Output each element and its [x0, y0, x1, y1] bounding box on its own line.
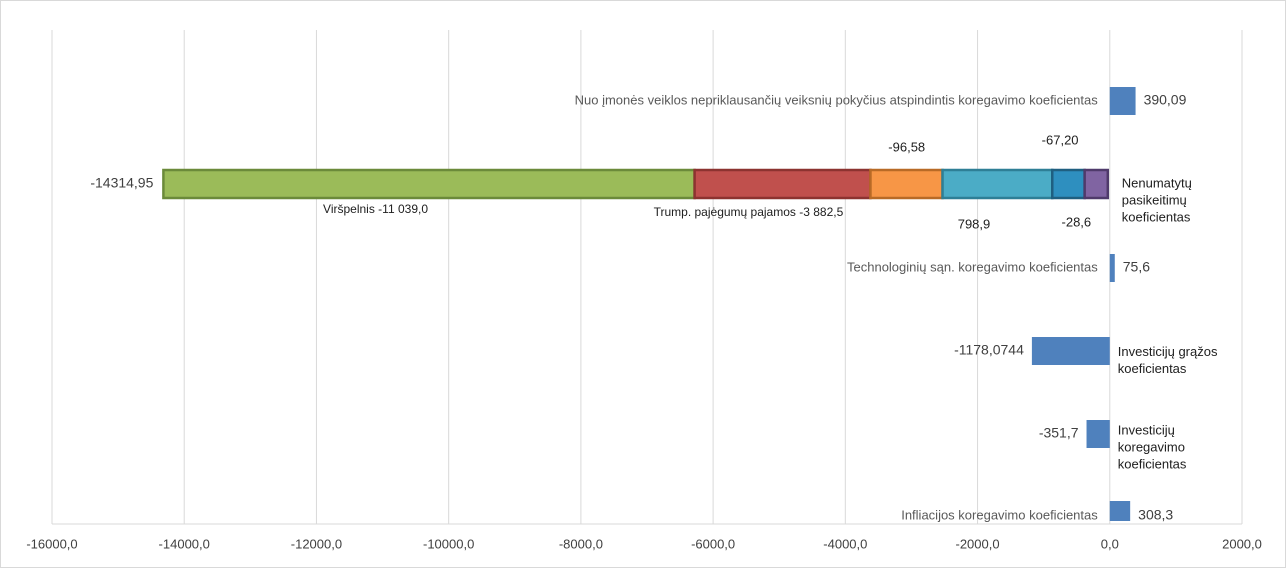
data-label: 75,6: [1123, 259, 1150, 275]
segment-label: Viršpelnis -11 039,0: [323, 202, 428, 216]
x-tick-label: 2000,0: [1222, 536, 1262, 551]
x-tick-label: -2000,0: [956, 536, 1000, 551]
data-label: 390,09: [1144, 92, 1187, 108]
category-label-line-0: Investicijų grąžos: [1118, 344, 1218, 359]
x-tick-label: 0,0: [1101, 536, 1119, 551]
segment-label: Trump. pajėgumų pajamos -3 882,5: [654, 205, 844, 219]
x-tick-label: -10000,0: [423, 536, 474, 551]
category-label-line-2: koeficientas: [1118, 456, 1187, 471]
category-label-line-0: Investicijų: [1118, 422, 1175, 437]
data-label: 308,3: [1138, 507, 1173, 523]
x-tick-label: -4000,0: [823, 536, 867, 551]
bar: [1031, 337, 1110, 365]
stacked-segment: [1083, 168, 1110, 200]
stacked-total-label: -14314,95: [90, 175, 153, 191]
data-label: -1178,0744: [954, 342, 1024, 358]
category-label-line-1: koregavimo: [1118, 439, 1185, 454]
category-label: Technologinių sąn. koregavimo koeficient…: [847, 259, 1098, 274]
data-label: -351,7: [1039, 425, 1079, 441]
bar: [1109, 254, 1115, 282]
category-label-line-1: koeficientas: [1118, 361, 1187, 376]
segment-label: 798,9: [958, 216, 991, 231]
bar: [1086, 420, 1110, 448]
segment-label: -67,20: [1042, 132, 1079, 147]
bar: [1109, 501, 1131, 521]
segment-label: -28,6: [1062, 214, 1092, 229]
segment-label: -96,58: [888, 139, 925, 154]
stacked-category-label-line-0: Nenumatytų: [1122, 175, 1192, 190]
stacked-segment: [941, 168, 1054, 200]
bar: [1109, 87, 1136, 115]
stacked-segment: [162, 168, 696, 200]
x-tick-label: -16000,0: [26, 536, 77, 551]
x-tick-label: -8000,0: [559, 536, 603, 551]
category-label: Infliacijos koregavimo koeficientas: [901, 507, 1098, 522]
stacked-segment: [869, 168, 944, 200]
stacked-category-label-line-1: pasikeitimų: [1122, 192, 1187, 207]
stacked-category-label-line-2: koeficientas: [1122, 209, 1191, 224]
category-label: Nuo įmonės veiklos nepriklausančių veiks…: [575, 92, 1099, 107]
x-tick-label: -6000,0: [691, 536, 735, 551]
x-tick-label: -12000,0: [291, 536, 342, 551]
x-tick-label: -14000,0: [159, 536, 210, 551]
stacked-segment: [693, 168, 872, 200]
stacked-segment: [1051, 168, 1086, 200]
